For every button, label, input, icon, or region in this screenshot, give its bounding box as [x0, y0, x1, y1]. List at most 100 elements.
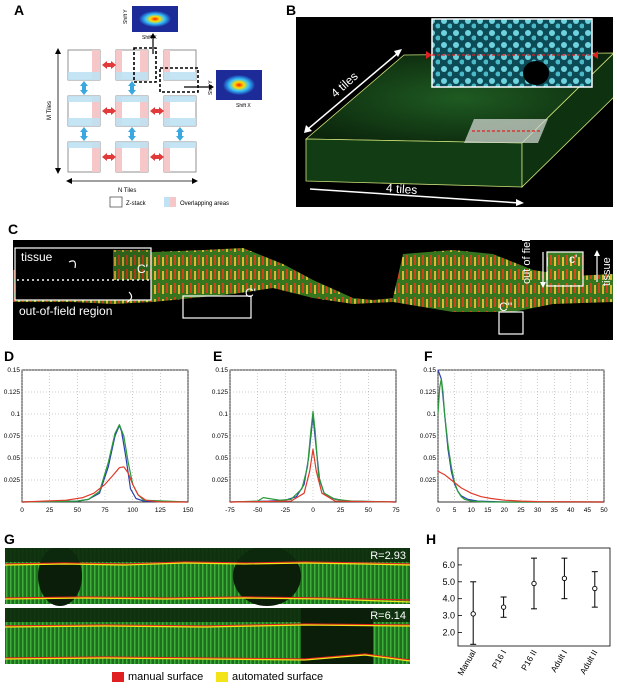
y-tick-label: 0.025 — [212, 477, 229, 484]
c-prime-label-box: C' — [245, 286, 256, 300]
y-tick-label: 0.05 — [423, 455, 436, 462]
c-prime-label-inset: C' — [137, 262, 148, 276]
out-of-field-region-label: out-of-field region — [19, 304, 113, 318]
x-tick-label: 0 — [20, 507, 24, 514]
y-tick-label: 2.0 — [442, 627, 455, 637]
x-tick-label: 30 — [534, 507, 542, 514]
series-line-2 — [21, 466, 188, 503]
y-tick-label: 0.025 — [420, 477, 437, 484]
y-tick-label: 0.1 — [11, 411, 20, 418]
shift-x-label-top: Shift X — [142, 35, 157, 41]
horizontal-overlap-arrows — [102, 61, 164, 161]
series-line-1 — [229, 410, 397, 503]
r-value-bottom: R=6.14 — [370, 610, 406, 622]
c-prime-small-label: c' — [569, 252, 578, 266]
category-label: Manual — [455, 648, 478, 677]
x-tick-label: 50 — [74, 507, 82, 514]
legend-zstack-label: Z-stack — [126, 201, 147, 207]
heatmap-top — [132, 6, 178, 32]
y-tick-label: 0.15 — [215, 367, 228, 374]
category-label: Adult II — [578, 648, 600, 676]
m-tiles-label: M Tiles — [47, 101, 53, 120]
y-tick-label: 0.15 — [7, 367, 20, 374]
tissue-vertical-label: tissue — [601, 257, 613, 286]
legend-manual-swatch — [112, 672, 124, 682]
chart-h: 2.0 3.0 4.0 5.0 6.0 Manual P16 I P16 II Adult I A… — [442, 547, 611, 677]
x-tick-label: -75 — [225, 507, 235, 514]
series-line-2 — [229, 448, 397, 503]
y-tick-label: 0.15 — [423, 367, 436, 374]
y-tick-label: 0.1 — [219, 411, 228, 418]
panel-g-images: R=2.93 R=6.14 — [5, 548, 410, 664]
panel-b-image: 4 tiles 4 tiles — [296, 17, 613, 207]
x-tick-label: 45 — [584, 507, 592, 514]
panel-a-schematic: Shift Y Shift X Shift Y Shift X — [47, 6, 262, 208]
x-tick-label: 0 — [311, 507, 315, 514]
heatmap-right — [216, 70, 262, 100]
panel-c-image: tissue out-of-field region C' C' C'' c' … — [13, 240, 613, 340]
panel-label-b: B — [286, 2, 297, 18]
x-tick-label: 150 — [183, 507, 194, 514]
out-of-field-vertical-label: out of field — [521, 240, 533, 284]
tile-grid — [67, 47, 199, 173]
shift-y-label-top: Shift Y — [123, 9, 129, 24]
tissue-label: tissue — [21, 250, 53, 264]
chart-f: 0 5 10 15 20 25 30 35 40 45 50 0.025 0.05 0.075 0.1 0.1… — [420, 367, 608, 514]
legend-auto-swatch — [216, 672, 228, 682]
y-tick-label: 0.125 — [420, 389, 437, 396]
x-tick-label: 25 — [337, 507, 345, 514]
y-tick-label: 0.075 — [4, 433, 21, 440]
x-tick-label: 50 — [365, 507, 373, 514]
x-tick-label: 25 — [46, 507, 54, 514]
c-double-prime-label: C'' — [499, 300, 513, 314]
y-tick-label: 3.0 — [442, 611, 455, 621]
x-tick-label: -25 — [281, 507, 291, 514]
panel-label-h: H — [426, 531, 437, 547]
mean-point — [500, 604, 507, 610]
mean-point — [592, 585, 598, 592]
x-tick-label: 75 — [392, 507, 400, 514]
panel-label-d: D — [4, 348, 15, 364]
vertical-overlap-arrows — [80, 81, 184, 141]
x-tick-label: 75 — [101, 507, 109, 514]
y-tick-label: 0.05 — [215, 455, 228, 462]
x-tick-label: 20 — [501, 507, 509, 514]
y-tick-label: 4.0 — [442, 594, 455, 604]
y-tick-label: 0.025 — [4, 477, 21, 484]
y-tick-label: 0.075 — [212, 433, 229, 440]
panel-label-c: C — [8, 221, 19, 237]
y-tick-label: 0.05 — [7, 455, 20, 462]
x-tick-label: 125 — [155, 507, 166, 514]
x-tick-label: -50 — [253, 507, 263, 514]
y-tick-label: 0.075 — [420, 433, 437, 440]
series-line-2 — [437, 470, 605, 503]
chart-d: 0 25 50 75 100 125 150 0.025 0.05 0.075 0.1 0.125 0.… — [4, 367, 194, 514]
category-label: P16 I — [490, 648, 509, 670]
r-value-top: R=2.93 — [370, 550, 406, 562]
x-tick-label: 35 — [551, 507, 559, 514]
x-tick-label: 50 — [600, 507, 608, 514]
y-tick-label: 6.0 — [442, 560, 455, 570]
series-line-1 — [437, 378, 604, 503]
panel-label-e: E — [213, 348, 223, 364]
panel-b-bottom-dimension: 4 tiles — [385, 180, 418, 198]
y-tick-label: 0.125 — [212, 389, 229, 396]
x-tick-label: 10 — [468, 507, 476, 514]
panel-label-a: A — [14, 2, 25, 18]
category-label: P16 II — [519, 648, 539, 672]
x-tick-label: 40 — [567, 507, 575, 514]
x-tick-label: 5 — [453, 507, 457, 514]
panel-label-f: F — [424, 348, 433, 364]
shift-x-label-right: Shift X — [236, 103, 251, 109]
mean-point — [561, 575, 568, 582]
mean-point — [531, 580, 537, 587]
panel-label-g: G — [4, 531, 15, 547]
category-label: Adult I — [548, 648, 569, 674]
x-tick-label: 0 — [436, 507, 440, 514]
y-tick-label: 5.0 — [442, 577, 455, 587]
x-tick-label: 25 — [517, 507, 525, 514]
x-tick-label: 100 — [127, 507, 138, 514]
x-tick-label: 15 — [484, 507, 492, 514]
legend-manual-label: manual surface — [128, 671, 204, 683]
chart-e: -75 -50 -25 0 25 50 75 0.025 0.05 0.075 0.1 0.125 0.… — [212, 367, 400, 514]
